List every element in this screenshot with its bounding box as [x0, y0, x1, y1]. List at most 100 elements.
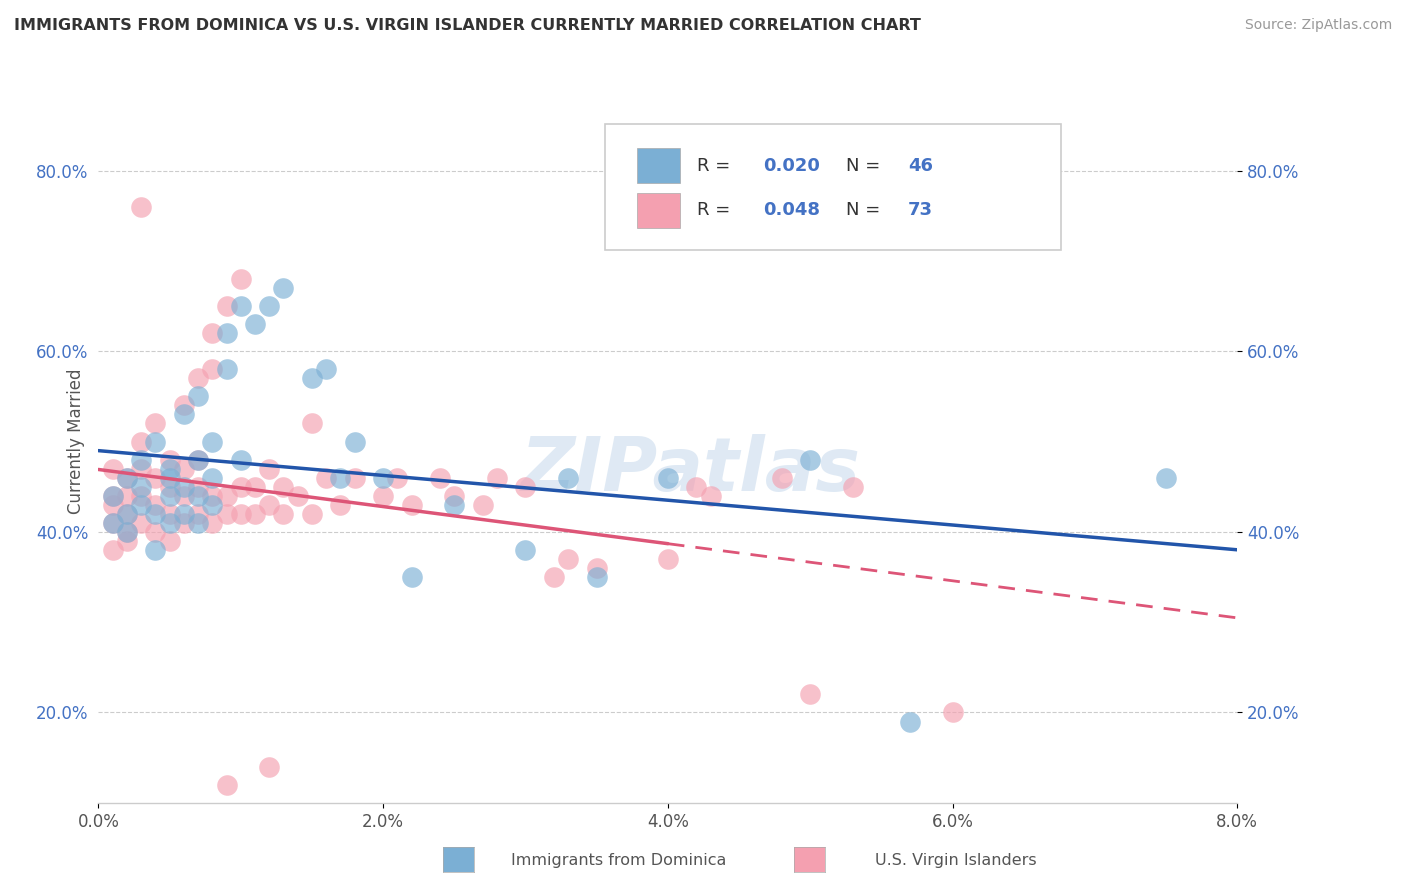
Point	[343, 434, 366, 449]
Point	[343, 470, 366, 484]
Point	[301, 417, 323, 431]
Point	[259, 498, 281, 512]
Point	[287, 489, 309, 503]
Point	[173, 398, 195, 412]
Point	[101, 516, 124, 530]
Point	[129, 434, 152, 449]
Text: R =: R =	[697, 156, 737, 175]
FancyBboxPatch shape	[605, 124, 1060, 250]
Point	[557, 470, 579, 484]
Point	[115, 524, 138, 539]
Point	[145, 417, 167, 431]
Text: 46: 46	[908, 156, 934, 175]
Point	[201, 470, 224, 484]
Point	[201, 326, 224, 340]
Point	[229, 452, 252, 467]
Point	[443, 489, 465, 503]
Point	[543, 570, 565, 584]
Text: Immigrants from Dominica: Immigrants from Dominica	[510, 854, 727, 868]
Point	[159, 533, 181, 548]
Point	[1154, 470, 1177, 484]
Text: N =: N =	[845, 202, 886, 219]
Text: U.S. Virgin Islanders: U.S. Virgin Islanders	[876, 854, 1036, 868]
Point	[115, 470, 138, 484]
Point	[129, 480, 152, 494]
Point	[187, 371, 209, 385]
Point	[129, 516, 152, 530]
Point	[215, 326, 238, 340]
Point	[215, 507, 238, 521]
Point	[315, 470, 337, 484]
Point	[101, 489, 124, 503]
Point	[201, 489, 224, 503]
Point	[515, 480, 537, 494]
Point	[799, 687, 821, 701]
Point	[229, 299, 252, 313]
Point	[115, 489, 138, 503]
Point	[657, 470, 679, 484]
Point	[129, 489, 152, 503]
Point	[145, 434, 167, 449]
Point	[259, 461, 281, 475]
Text: 73: 73	[908, 202, 934, 219]
Point	[401, 498, 423, 512]
Point	[187, 516, 209, 530]
Point	[243, 507, 266, 521]
Point	[101, 489, 124, 503]
Point	[159, 489, 181, 503]
Point	[173, 461, 195, 475]
Text: R =: R =	[697, 202, 737, 219]
Point	[101, 516, 124, 530]
Point	[129, 200, 152, 214]
Point	[115, 470, 138, 484]
Point	[273, 281, 295, 295]
Point	[401, 570, 423, 584]
Point	[173, 480, 195, 494]
Point	[159, 480, 181, 494]
Point	[557, 552, 579, 566]
Point	[215, 489, 238, 503]
Point	[259, 299, 281, 313]
Text: N =: N =	[845, 156, 886, 175]
Point	[685, 480, 707, 494]
Point	[699, 489, 721, 503]
Y-axis label: Currently Married: Currently Married	[66, 368, 84, 515]
Point	[842, 480, 865, 494]
Point	[129, 461, 152, 475]
Point	[145, 470, 167, 484]
Point	[657, 552, 679, 566]
Point	[770, 470, 793, 484]
Text: 0.020: 0.020	[763, 156, 820, 175]
Point	[301, 371, 323, 385]
Point	[187, 389, 209, 403]
Point	[145, 524, 167, 539]
Point	[898, 714, 921, 729]
FancyBboxPatch shape	[637, 193, 681, 227]
FancyBboxPatch shape	[637, 148, 681, 183]
Point	[371, 489, 394, 503]
Point	[173, 516, 195, 530]
Point	[129, 452, 152, 467]
Point	[229, 272, 252, 286]
Point	[187, 489, 209, 503]
Point	[115, 507, 138, 521]
Point	[229, 480, 252, 494]
Point	[329, 498, 352, 512]
Point	[315, 362, 337, 376]
Point	[243, 317, 266, 331]
Point	[329, 470, 352, 484]
Point	[515, 542, 537, 557]
Point	[215, 778, 238, 792]
Point	[173, 408, 195, 422]
Text: Source: ZipAtlas.com: Source: ZipAtlas.com	[1244, 18, 1392, 32]
Point	[371, 470, 394, 484]
Point	[471, 498, 494, 512]
Point	[145, 507, 167, 521]
Text: 0.048: 0.048	[763, 202, 821, 219]
Point	[187, 480, 209, 494]
Point	[215, 299, 238, 313]
Point	[159, 507, 181, 521]
Point	[115, 507, 138, 521]
Text: ZIPatlas: ZIPatlas	[520, 434, 860, 507]
Point	[942, 706, 965, 720]
